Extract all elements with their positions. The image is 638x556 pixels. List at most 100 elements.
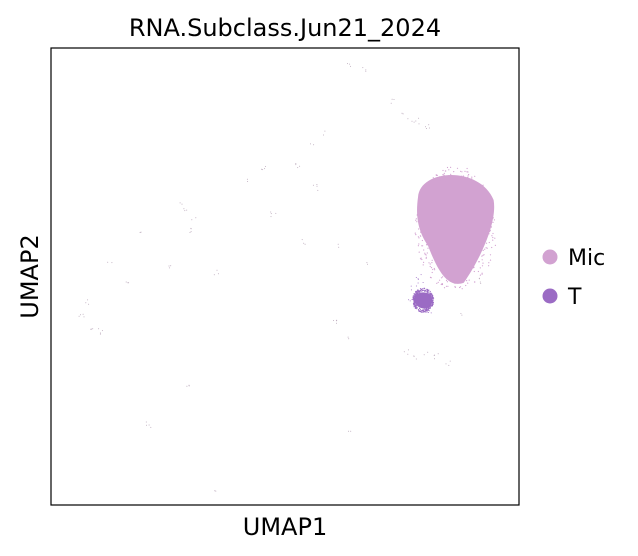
series-t bbox=[408, 274, 435, 314]
scatter-point bbox=[418, 117, 420, 119]
scatter-point bbox=[415, 277, 417, 278]
edge-point bbox=[482, 254, 484, 256]
edge-point bbox=[465, 284, 467, 287]
edge-point bbox=[467, 171, 469, 173]
edge-point bbox=[414, 297, 416, 299]
edge-point bbox=[413, 301, 415, 303]
edge-point bbox=[425, 206, 427, 209]
scatter-point bbox=[270, 213, 272, 215]
scatter-point bbox=[437, 353, 439, 355]
edge-point bbox=[427, 288, 429, 291]
edge-point bbox=[486, 247, 488, 249]
edge-point bbox=[437, 281, 439, 283]
edge-point bbox=[440, 187, 442, 190]
edge-point bbox=[424, 290, 426, 292]
edge-point bbox=[471, 176, 473, 178]
edge-point bbox=[420, 197, 422, 199]
scatter-point bbox=[99, 332, 101, 334]
edge-point bbox=[416, 292, 418, 294]
edge-point bbox=[471, 178, 473, 180]
edge-point bbox=[466, 171, 468, 173]
scatter-point bbox=[312, 184, 314, 186]
edge-point bbox=[455, 178, 458, 180]
edge-point bbox=[466, 181, 468, 183]
edge-point bbox=[441, 268, 443, 271]
edge-point bbox=[494, 237, 496, 239]
scatter-point bbox=[445, 363, 447, 365]
edge-point bbox=[432, 182, 434, 184]
scatter-point bbox=[216, 269, 218, 271]
scatter-point bbox=[88, 303, 90, 305]
scatter-point bbox=[107, 261, 109, 263]
edge-point bbox=[489, 198, 492, 200]
edge-point bbox=[459, 286, 461, 289]
scatter-point bbox=[186, 209, 188, 211]
edge-point bbox=[445, 273, 447, 275]
edge-point bbox=[415, 234, 417, 236]
edge-point bbox=[430, 267, 433, 269]
edge-point bbox=[425, 309, 428, 311]
edge-point bbox=[413, 298, 416, 300]
scatter-point bbox=[295, 163, 297, 164]
edge-point bbox=[485, 247, 487, 249]
edge-point bbox=[490, 226, 493, 228]
edge-point bbox=[435, 174, 437, 176]
edge-point bbox=[431, 299, 434, 302]
edge-point bbox=[453, 171, 455, 173]
scatter-point bbox=[140, 231, 142, 233]
edge-point bbox=[428, 293, 430, 295]
edge-point bbox=[468, 183, 471, 185]
edge-point bbox=[448, 175, 450, 177]
edge-point bbox=[418, 309, 420, 311]
edge-point bbox=[421, 311, 423, 313]
edge-point bbox=[425, 218, 427, 220]
edge-point bbox=[492, 221, 494, 223]
edge-point bbox=[431, 271, 433, 274]
scatter-point bbox=[336, 322, 337, 324]
edge-point bbox=[426, 184, 429, 186]
scatter-point bbox=[428, 124, 430, 126]
edge-point bbox=[487, 196, 489, 198]
edge-point bbox=[427, 181, 429, 183]
edge-point bbox=[458, 178, 460, 180]
edge-point bbox=[424, 195, 427, 197]
edge-point bbox=[422, 288, 424, 290]
edge-point bbox=[428, 194, 430, 196]
edge-point bbox=[485, 210, 487, 212]
scatter-point bbox=[480, 282, 482, 284]
scatter-point bbox=[183, 208, 185, 210]
edge-point bbox=[414, 295, 416, 297]
edge-point bbox=[420, 218, 422, 220]
scatter-point bbox=[428, 312, 429, 313]
edge-point bbox=[492, 239, 494, 241]
scatter-point bbox=[426, 311, 428, 313]
scatter-point bbox=[418, 123, 420, 125]
edge-point bbox=[412, 298, 414, 301]
edge-point bbox=[429, 290, 431, 293]
edge-point bbox=[467, 282, 469, 284]
edge-point bbox=[426, 310, 429, 312]
edge-point bbox=[425, 203, 427, 205]
edge-point bbox=[464, 170, 466, 172]
scatter-point bbox=[261, 168, 262, 170]
scatter-point bbox=[264, 168, 266, 170]
edge-point bbox=[431, 302, 433, 304]
edge-point bbox=[417, 245, 419, 247]
edge-point bbox=[464, 273, 466, 276]
edge-point bbox=[488, 214, 490, 216]
edge-point bbox=[461, 288, 463, 290]
scatter-point bbox=[275, 212, 277, 214]
edge-point bbox=[424, 252, 426, 254]
edge-point bbox=[423, 249, 425, 251]
scatter-point bbox=[83, 316, 85, 318]
scatter-point bbox=[407, 353, 409, 355]
edge-point bbox=[477, 270, 479, 273]
edge-point bbox=[415, 290, 417, 293]
edge-point bbox=[459, 286, 462, 288]
edge-point bbox=[473, 266, 475, 268]
edge-point bbox=[470, 268, 472, 270]
scatter-point bbox=[417, 282, 419, 284]
scatter-point bbox=[367, 263, 368, 265]
edge-point bbox=[450, 181, 452, 183]
scatter-point bbox=[317, 189, 319, 191]
